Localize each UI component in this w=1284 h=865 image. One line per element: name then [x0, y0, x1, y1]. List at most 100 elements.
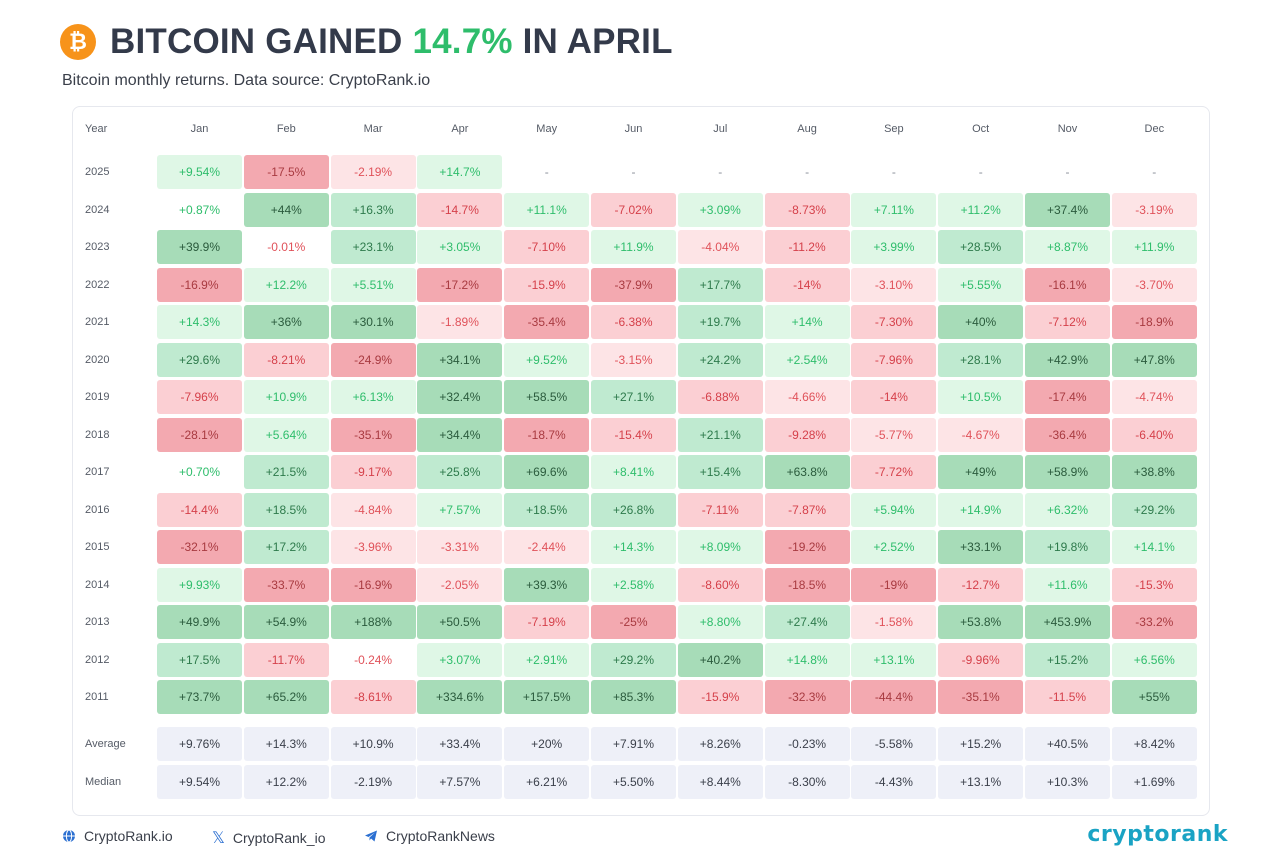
- heatmap-cell: +21.1%: [677, 417, 763, 452]
- heatmap-cell: +26.8%: [591, 492, 676, 527]
- heatmap-cell: +55%: [1111, 680, 1197, 714]
- heatmap-cell: +188%: [330, 605, 416, 639]
- year-label: 2016: [85, 503, 110, 516]
- heatmap-cell: -6.88%: [677, 380, 763, 414]
- heatmap-cell: +453.9%: [1025, 605, 1110, 639]
- heatmap-cell: -16.9%: [330, 567, 416, 602]
- bitcoin-logo-icon: ₿: [60, 24, 96, 60]
- heatmap-cell: -3.19%: [1111, 192, 1197, 227]
- footer-website[interactable]: CryptoRank.io: [62, 828, 173, 844]
- summary-cell: +15.2%: [938, 727, 1024, 761]
- heatmap-cell: +29.2%: [591, 642, 676, 677]
- heatmap-cell: +32.4%: [417, 380, 503, 414]
- year-label: 2015: [85, 541, 110, 553]
- heatmap-cell: -32.3%: [764, 680, 850, 714]
- heatmap-cell: +9.93%: [157, 567, 242, 602]
- summary-cell: +13.1%: [938, 764, 1024, 799]
- returns-heatmap: Year Jan Feb Mar Apr May Jun Jul Aug Sep Oct Nov Dec…: [72, 106, 1210, 816]
- heatmap-cell: +14%: [764, 305, 850, 339]
- heatmap-cell: -7.11%: [677, 492, 763, 527]
- heatmap-cell: -33.2%: [1111, 605, 1197, 639]
- heatmap-cell: +36%: [243, 305, 329, 339]
- summary-cell: +10.9%: [330, 727, 416, 761]
- heatmap-cell: +14.3%: [591, 530, 676, 564]
- heatmap-cell: +21.5%: [243, 455, 329, 489]
- heatmap-cell: +17.5%: [157, 642, 242, 677]
- heatmap-cell: -: [544, 165, 549, 179]
- heatmap-cell: -4.84%: [330, 492, 416, 527]
- heatmap-cell: +17.7%: [677, 267, 763, 302]
- heatmap-cell: -0.01%: [267, 240, 306, 254]
- heatmap-cell: -8.60%: [677, 567, 763, 602]
- heatmap-cell: +2.54%: [764, 342, 850, 377]
- summary-cell: -8.30%: [764, 764, 850, 799]
- heatmap-cell: +73.7%: [157, 680, 242, 714]
- summary-cell: +12.2%: [243, 764, 329, 799]
- summary-cell: +9.76%: [157, 727, 242, 761]
- heatmap-cell: +38.8%: [1111, 455, 1197, 489]
- year-label: 2024: [85, 203, 110, 216]
- summary-cell: +5.50%: [591, 764, 676, 799]
- heatmap-cell: +9.52%: [504, 342, 590, 377]
- heatmap-cell: +44%: [243, 192, 329, 227]
- heatmap-cell: -14.4%: [157, 492, 242, 527]
- heatmap-cell: -2.19%: [330, 155, 416, 189]
- heatmap-cell: +39.3%: [504, 567, 590, 602]
- year-label: 2018: [85, 428, 110, 441]
- title-prefix: BITCOIN GAINED: [110, 22, 413, 61]
- heatmap-cell: -4.74%: [1111, 380, 1197, 414]
- heatmap-cell: +28.5%: [938, 230, 1024, 264]
- month-header-may: May: [536, 123, 558, 135]
- heatmap-cell: -15.9%: [677, 680, 763, 714]
- heatmap-cell: +14.3%: [157, 305, 242, 339]
- heatmap-cell: +85.3%: [591, 680, 676, 714]
- year-label: 2011: [85, 691, 109, 703]
- heatmap-cell: -0.24%: [354, 652, 393, 667]
- heatmap-cell: -4.66%: [764, 380, 850, 414]
- heatmap-cell: -: [805, 165, 810, 179]
- heatmap-cell: +14.7%: [417, 155, 503, 189]
- title-highlight: 14.7%: [412, 22, 513, 61]
- telegram-label: CryptoRankNews: [386, 828, 495, 844]
- heatmap-cell: +157.5%: [504, 680, 590, 714]
- heatmap-cell: +8.09%: [677, 530, 763, 564]
- heatmap-cell: +27.1%: [591, 380, 676, 414]
- heatmap-cell: +13.1%: [851, 642, 937, 677]
- heatmap-cell: -3.96%: [330, 530, 416, 564]
- year-label: 2014: [85, 578, 110, 591]
- heatmap-cell: -7.10%: [504, 230, 590, 264]
- summary-cell: +8.44%: [677, 764, 763, 799]
- heatmap-cell: -14.7%: [417, 192, 503, 227]
- heatmap-cell: -19%: [851, 567, 937, 602]
- month-header-oct: Oct: [972, 123, 990, 135]
- footer-x-handle[interactable]: 𝕏 CryptoRank_io: [212, 828, 326, 848]
- heatmap-cell: +11.1%: [504, 192, 590, 227]
- year-label: 2022: [85, 278, 110, 291]
- heatmap-cell: +11.9%: [1111, 230, 1197, 264]
- heatmap-cell: -7.87%: [764, 492, 850, 527]
- heatmap-cell: +33.1%: [938, 530, 1024, 564]
- heatmap-cell: +14.1%: [1111, 530, 1197, 564]
- heatmap-cell: -9.17%: [330, 455, 416, 489]
- telegram-icon: [364, 829, 378, 843]
- heatmap-cell: -8.21%: [243, 342, 329, 377]
- heatmap-cell: +6.56%: [1111, 642, 1197, 677]
- summary-cell: -0.23%: [764, 727, 850, 761]
- heatmap-cell: +49%: [938, 455, 1024, 489]
- heatmap-cell: -8.73%: [764, 192, 850, 227]
- heatmap-cell: -8.61%: [330, 680, 416, 714]
- heatmap-cell: -6.40%: [1111, 417, 1197, 452]
- heatmap-cell: -24.9%: [330, 342, 416, 377]
- heatmap-cell: -35.4%: [504, 305, 590, 339]
- heatmap-cell: -14%: [851, 380, 937, 414]
- heatmap-cell: -6.38%: [591, 305, 676, 339]
- footer-telegram[interactable]: CryptoRankNews: [364, 828, 495, 844]
- summary-cell: +40.5%: [1025, 727, 1110, 761]
- heatmap-cell: -4.67%: [938, 417, 1024, 452]
- heatmap-cell: -5.77%: [851, 417, 937, 452]
- heatmap-cell: -18.9%: [1111, 305, 1197, 339]
- heatmap-cell: -11.2%: [764, 230, 850, 264]
- heatmap-cell: -3.70%: [1111, 267, 1197, 302]
- summary-cell: -4.43%: [851, 764, 937, 799]
- heatmap-cell: +39.9%: [157, 230, 242, 264]
